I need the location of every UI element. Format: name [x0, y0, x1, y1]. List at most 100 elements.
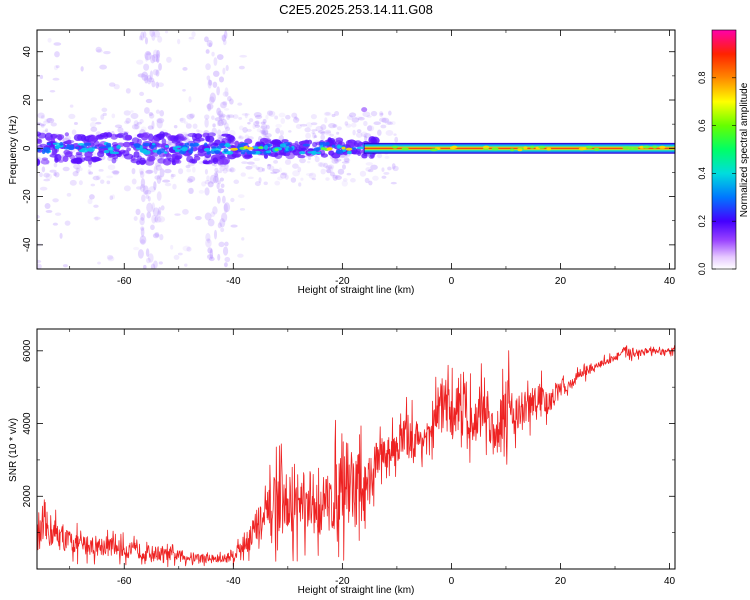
heatmap-speckle [131, 167, 136, 175]
heatmap-band-blob [123, 132, 129, 136]
heatmap-speckle [96, 175, 101, 181]
heatmap-speckle [341, 161, 350, 164]
heatmap-speckle [211, 51, 215, 57]
heatmap-core [226, 150, 234, 155]
heatmap-speckle [91, 152, 97, 156]
snr-ticks: -60 -40 -20 0 20 40 2000 4000 6000 [22, 329, 676, 587]
heatmap-speckle [226, 114, 231, 120]
spectrogram-heatmap [37, 30, 675, 269]
heatmap-speckle [306, 160, 311, 164]
heatmap-speckle [364, 135, 368, 142]
heatmap-speckle [248, 118, 254, 123]
heatmap-speckle [52, 222, 59, 226]
heatmap-speckle [95, 46, 102, 53]
heatmap-core [184, 142, 190, 146]
heatmap-band-blob [87, 158, 93, 165]
heatmap-speckle [80, 66, 84, 72]
heatmap-core [164, 151, 168, 154]
heatmap-speckle [381, 175, 387, 179]
heatmap-hot-spot [585, 145, 594, 149]
heatmap-speckle [331, 113, 336, 118]
heatmap-speckle [232, 114, 239, 119]
heatmap-speckle [217, 134, 223, 139]
heatmap-speckle [266, 110, 273, 116]
heatmap-speckle [292, 170, 300, 177]
heatmap-speckle [53, 172, 57, 177]
heatmap-speckle [156, 49, 161, 59]
heatmap-band-blob [122, 141, 131, 148]
heatmap-speckle [213, 229, 218, 240]
heatmap-hot-spot [659, 145, 666, 149]
heatmap-speckle [256, 128, 262, 133]
heatmap-speckle [327, 164, 335, 170]
heatmap-speckle [365, 167, 372, 172]
heatmap-speckle [389, 121, 396, 126]
heatmap-speckle [39, 172, 43, 178]
heatmap-speckle [314, 154, 318, 158]
heatmap-speckle [189, 113, 196, 119]
heatmap-speckle [328, 123, 336, 129]
heatmap-speckle [106, 180, 111, 185]
heatmap-speckle [342, 178, 348, 182]
heatmap-speckle [151, 31, 156, 41]
heatmap-speckle [217, 222, 222, 229]
heatmap-speckle [188, 36, 195, 40]
heatmap-speckle [185, 164, 191, 169]
heatmap-speckle [239, 125, 244, 131]
heatmap-speckle [284, 174, 289, 180]
heatmap-speckle [220, 227, 225, 233]
heatmap-speckle [380, 124, 387, 129]
x-tick-label: -60 [117, 276, 132, 287]
heatmap-speckle [173, 254, 180, 260]
heatmap-speckle [273, 159, 279, 164]
heatmap-speckle [217, 119, 224, 127]
heatmap-band-blob [255, 141, 265, 146]
heatmap-speckle [267, 163, 272, 167]
heatmap-band-blob [221, 156, 231, 165]
heatmap-speckle [143, 63, 150, 71]
heatmap-speckle [224, 114, 233, 118]
heatmap-speckle [130, 112, 139, 120]
heatmap-speckle [137, 73, 146, 78]
heatmap-speckle [217, 110, 224, 118]
heatmap-speckle [106, 175, 114, 179]
heatmap-speckle [186, 246, 192, 252]
heatmap-band-blob [41, 157, 49, 161]
heatmap-speckle [182, 245, 191, 252]
heatmap-band-blob [191, 133, 197, 142]
heatmap-speckle [308, 172, 317, 179]
heatmap-speckle [357, 116, 365, 121]
heatmap-band-blob [97, 150, 105, 158]
heatmap-speckle [146, 74, 152, 85]
heatmap-band-blob [93, 157, 103, 162]
heatmap-speckle [155, 57, 160, 63]
heatmap-speckle [255, 120, 260, 125]
heatmap-speckle [68, 113, 76, 119]
heatmap-speckle [298, 182, 302, 187]
heatmap-core [172, 146, 178, 151]
heatmap-speckle [54, 171, 60, 178]
heatmap-speckle [212, 123, 216, 128]
heatmap-speckle [266, 163, 271, 170]
heatmap-speckle [158, 63, 162, 71]
heatmap-speckle [238, 65, 245, 70]
heatmap-speckle [144, 190, 152, 195]
heatmap-speckle [238, 135, 245, 140]
heatmap-core [204, 142, 208, 147]
heatmap-speckle [205, 238, 212, 248]
heatmap-speckle [50, 122, 57, 127]
heatmap-speckle [365, 162, 374, 166]
heatmap-band-blob [165, 133, 172, 138]
heatmap-speckle [323, 111, 332, 117]
heatmap-speckle [216, 120, 221, 127]
y-tick-label: 4000 [22, 412, 33, 435]
heatmap-band-blob [40, 159, 50, 165]
heatmap-speckle [207, 253, 214, 259]
heatmap-core [240, 151, 245, 155]
heatmap-speckle [45, 209, 53, 213]
heatmap-speckle [387, 121, 393, 125]
heatmap-speckle [209, 92, 216, 103]
heatmap-speckle [155, 164, 162, 171]
heatmap-band-blob [221, 133, 231, 137]
heatmap-speckle [217, 253, 221, 261]
